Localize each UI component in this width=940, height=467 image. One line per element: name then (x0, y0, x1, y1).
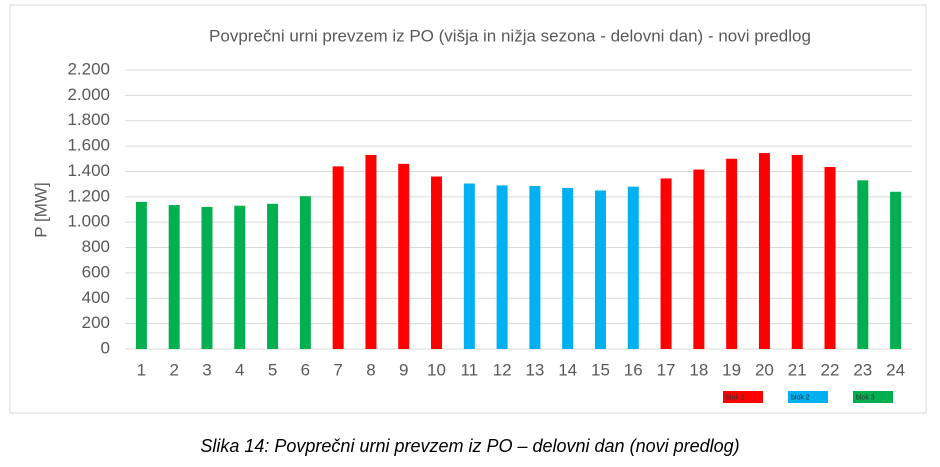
x-tick-label: 12 (493, 360, 512, 379)
bar (562, 187, 574, 349)
bar (496, 185, 508, 349)
x-tick-label: 10 (427, 360, 446, 379)
x-tick-label: 24 (886, 360, 905, 379)
y-tick-label: 2.200 (67, 59, 110, 78)
y-axis-label: P [MW] (31, 182, 50, 237)
bar (398, 163, 410, 349)
x-tick-label: 16 (624, 360, 643, 379)
y-tick-label: 0 (101, 338, 110, 357)
x-tick-label: 18 (689, 360, 708, 379)
bar (463, 183, 475, 349)
x-tick-label: 6 (301, 360, 310, 379)
bar (693, 169, 705, 349)
x-tick-label: 15 (591, 360, 610, 379)
x-tick-label: 17 (657, 360, 676, 379)
bar (431, 176, 443, 349)
legend-label: blok 2 (791, 394, 810, 401)
bar (594, 190, 606, 349)
y-tick-label: 800 (82, 237, 110, 256)
y-tick-label: 1.600 (67, 136, 110, 155)
x-tick-label: 9 (399, 360, 408, 379)
bar (627, 186, 639, 349)
caption: Slika 14: Povprečni urni prevzem iz PO –… (200, 436, 739, 456)
bar (529, 186, 541, 349)
legend-swatch (723, 391, 763, 403)
bar (201, 206, 213, 349)
y-tick-label: 400 (82, 288, 110, 307)
y-tick-label: 1.000 (67, 212, 110, 231)
x-tick-label: 19 (722, 360, 741, 379)
x-tick-label: 21 (788, 360, 807, 379)
x-tick-label: 3 (202, 360, 211, 379)
bar (857, 180, 869, 349)
x-tick-label: 7 (333, 360, 342, 379)
legend-label: blok 3 (856, 394, 875, 401)
x-tick-label: 8 (366, 360, 375, 379)
bar (299, 196, 311, 349)
bar (267, 203, 279, 349)
bar (890, 191, 902, 349)
x-tick-label: 1 (137, 360, 146, 379)
x-tick-label: 2 (169, 360, 178, 379)
chart-title: Povprečni urni prevzem iz PO (višja in n… (209, 26, 811, 45)
x-tick-label: 22 (821, 360, 840, 379)
bar (365, 154, 377, 349)
y-tick-label: 200 (82, 313, 110, 332)
bar (758, 153, 770, 349)
y-tick-label: 1.200 (67, 186, 110, 205)
x-tick-label: 13 (525, 360, 544, 379)
x-tick-label: 23 (853, 360, 872, 379)
bar (824, 167, 836, 349)
y-tick-label: 2.000 (67, 85, 110, 104)
x-tick-label: 14 (558, 360, 577, 379)
bar (168, 205, 180, 349)
legend-swatch (853, 391, 893, 403)
bar (660, 178, 672, 349)
bar (135, 201, 147, 349)
bar (332, 166, 344, 349)
y-tick-label: 1.800 (67, 110, 110, 129)
bar (234, 205, 246, 349)
x-tick-label: 11 (460, 360, 478, 379)
x-tick-label: 20 (755, 360, 774, 379)
y-tick-label: 600 (82, 262, 110, 281)
legend-swatch (788, 391, 828, 403)
legend-label: blok 1 (726, 394, 745, 401)
bar (726, 158, 738, 349)
bar (791, 154, 803, 349)
x-tick-label: 5 (268, 360, 277, 379)
y-tick-label: 1.400 (67, 161, 110, 180)
x-tick-label: 4 (235, 360, 244, 379)
